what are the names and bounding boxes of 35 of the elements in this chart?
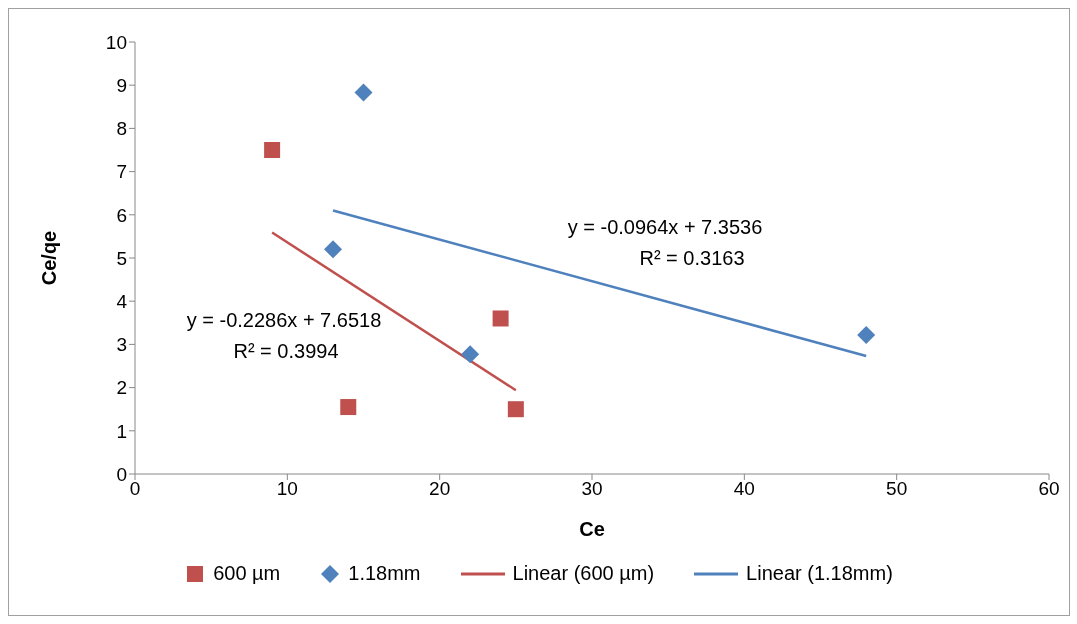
point xyxy=(324,240,343,259)
point xyxy=(857,325,876,344)
y-tick-label: 5 xyxy=(116,247,127,269)
x-tick-label: 30 xyxy=(581,478,603,500)
annotation: y = -0.0964x + 7.3536 xyxy=(567,216,763,238)
annotation: y = -0.2286x + 7.6518 xyxy=(186,309,382,331)
legend-label: Linear (1.18mm) xyxy=(746,562,893,585)
x-tick-label: 20 xyxy=(429,478,451,500)
x-tick-label: 50 xyxy=(886,478,908,500)
x-axis-title: Ce xyxy=(579,518,605,540)
x-tick-label: 40 xyxy=(733,478,755,500)
point xyxy=(340,399,357,416)
x-tick-label: 60 xyxy=(1038,478,1060,500)
y-tick-label: 1 xyxy=(116,420,127,442)
point xyxy=(507,401,524,418)
y-tick-label: 0 xyxy=(116,463,127,485)
y-axis-title: Ce/qe xyxy=(38,230,61,286)
point xyxy=(354,83,373,102)
y-tick-label: 8 xyxy=(116,118,127,140)
legend-label: 1.18mm xyxy=(348,562,421,585)
y-tick-label: 10 xyxy=(105,31,127,53)
y-tick-label: 6 xyxy=(116,204,127,226)
annotation: R² = 0.3163 xyxy=(639,247,745,269)
legend-label: 600 µm xyxy=(213,562,281,585)
point xyxy=(461,345,480,364)
y-tick-label: 3 xyxy=(116,334,127,356)
legend-label: Linear (600 µm) xyxy=(512,562,655,585)
y-tick-label: 4 xyxy=(116,290,128,312)
point xyxy=(264,142,281,158)
annotation: R² = 0.3994 xyxy=(233,340,339,362)
y-tick-label: 2 xyxy=(116,377,127,399)
y-tick-label: 9 xyxy=(116,74,127,96)
y-tick-label: 7 xyxy=(116,161,127,183)
x-tick-label: 10 xyxy=(276,478,298,500)
point xyxy=(492,310,509,327)
